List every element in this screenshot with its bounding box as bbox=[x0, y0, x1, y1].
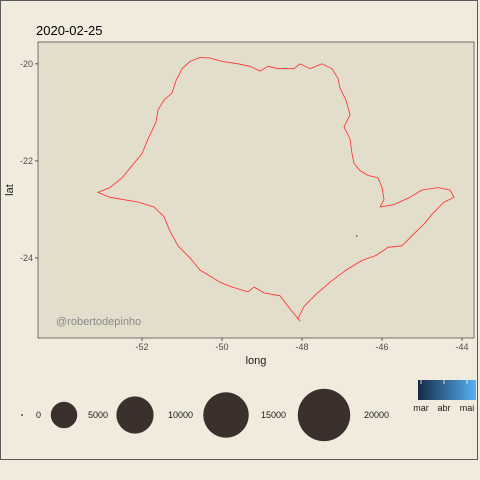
x-axis: -52 -50 -48 -46 -44 bbox=[135, 338, 469, 352]
size-legend-key bbox=[203, 392, 249, 438]
x-axis-title: long bbox=[246, 355, 267, 367]
size-legend: 0 5000 10000 15000 20000 bbox=[21, 388, 389, 442]
color-legend-label: mar bbox=[413, 403, 429, 413]
y-tick-label: -22 bbox=[20, 156, 33, 166]
size-legend-label: 15000 bbox=[261, 410, 286, 420]
x-tick-label: -44 bbox=[455, 342, 468, 352]
y-axis: -20 -22 -24 bbox=[20, 59, 38, 263]
color-bar bbox=[418, 380, 476, 400]
y-tick-label: -24 bbox=[20, 253, 33, 263]
size-legend-label: 0 bbox=[36, 410, 41, 420]
x-tick-label: -46 bbox=[375, 342, 388, 352]
case-point bbox=[356, 235, 358, 237]
size-legend-key bbox=[50, 401, 78, 429]
size-legend-key bbox=[116, 396, 154, 434]
points-layer bbox=[356, 235, 358, 237]
size-legend-label: 20000 bbox=[364, 410, 389, 420]
size-legend-key bbox=[21, 414, 23, 416]
size-legend-label: 5000 bbox=[88, 410, 108, 420]
y-tick-label: -20 bbox=[20, 59, 33, 69]
size-legend-label: 10000 bbox=[168, 410, 193, 420]
plot-frame bbox=[0, 0, 478, 460]
watermark: @robertodepinho bbox=[56, 316, 141, 328]
color-legend-label: mai bbox=[460, 403, 475, 413]
x-tick-label: -48 bbox=[295, 342, 308, 352]
y-axis-title: lat bbox=[4, 184, 16, 196]
x-tick-label: -50 bbox=[215, 342, 228, 352]
size-legend-key bbox=[297, 388, 351, 442]
date-color-legend: mar abr mai bbox=[413, 380, 476, 413]
map-panel bbox=[37, 41, 475, 339]
color-legend-label: abr bbox=[437, 403, 450, 413]
chart-title: 2020-02-25 bbox=[36, 23, 103, 38]
state-outline bbox=[97, 57, 455, 322]
x-tick-label: -52 bbox=[135, 342, 148, 352]
